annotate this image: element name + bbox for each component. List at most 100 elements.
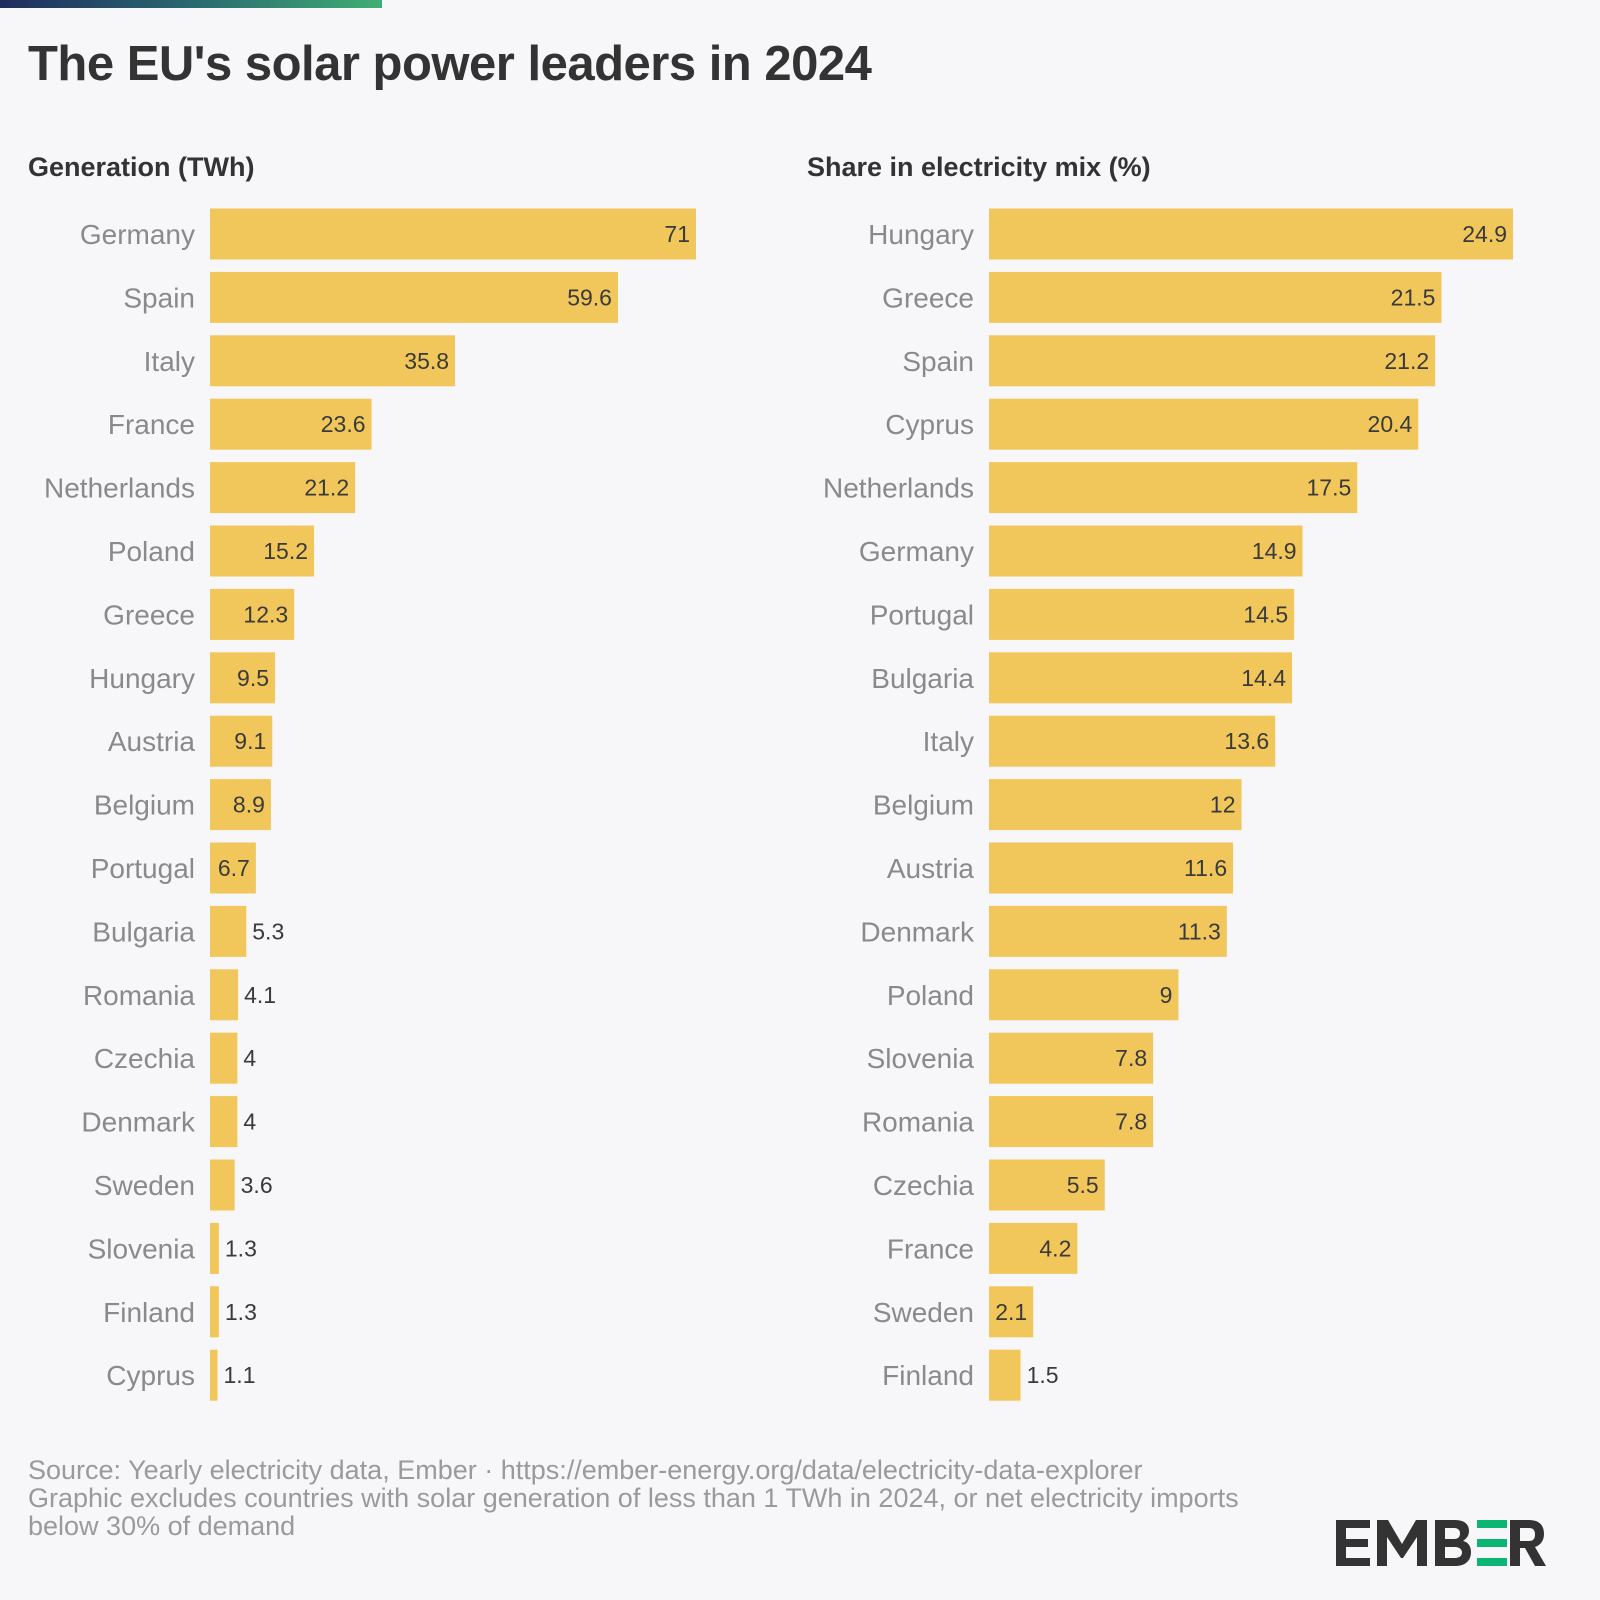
- value-label: 1.5: [1027, 1362, 1059, 1388]
- category-label: Hungary: [89, 663, 195, 694]
- category-label: Belgium: [873, 790, 974, 821]
- bar: [210, 208, 696, 260]
- category-label: Austria: [887, 853, 975, 884]
- bar: [989, 335, 1436, 387]
- category-label: Cyprus: [885, 409, 974, 440]
- bar: [989, 588, 1295, 640]
- category-label: Denmark: [860, 916, 975, 947]
- bar: [210, 779, 271, 831]
- bar: [210, 271, 618, 323]
- value-label: 9.1: [234, 728, 266, 754]
- category-label: Denmark: [81, 1107, 196, 1138]
- value-label: 7.8: [1115, 1045, 1147, 1071]
- value-label: 15.2: [263, 538, 308, 564]
- bar: [210, 1096, 238, 1148]
- category-label: Sweden: [94, 1170, 195, 1201]
- bar-charts: Germany 71 Spain 59.6 Italy 35.8 France 23.6 Net…: [44, 208, 1513, 1401]
- category-label: Belgium: [94, 790, 195, 821]
- category-label: Austria: [108, 726, 196, 757]
- value-label: 4.1: [244, 982, 276, 1008]
- value-label: 1.1: [224, 1362, 256, 1388]
- bar: [989, 1222, 1078, 1274]
- value-label: 14.9: [1252, 538, 1297, 564]
- category-label: Slovenia: [867, 1043, 975, 1074]
- category-label: Germany: [80, 219, 195, 250]
- value-label: 21.2: [1384, 348, 1429, 374]
- footer: Source: Yearly electricity data, Ember ·…: [28, 1456, 1248, 1540]
- category-label: Finland: [103, 1297, 195, 1328]
- bar: [210, 1032, 238, 1084]
- bar: [210, 335, 456, 387]
- value-label: 8.9: [233, 792, 265, 818]
- bar: [210, 462, 356, 514]
- category-label: France: [887, 1233, 974, 1264]
- category-label: Czechia: [873, 1170, 975, 1201]
- category-label: Spain: [902, 346, 974, 377]
- value-label: 11.6: [1184, 855, 1227, 881]
- category-label: Portugal: [91, 853, 195, 884]
- value-label: 4: [243, 1045, 256, 1071]
- category-label: Germany: [859, 536, 974, 567]
- bar: [210, 588, 295, 640]
- value-label: 4: [243, 1109, 256, 1135]
- bar: [989, 462, 1358, 514]
- category-label: Netherlands: [823, 473, 974, 504]
- bar: [989, 398, 1419, 450]
- category-label: Finland: [882, 1360, 974, 1391]
- category-label: Netherlands: [44, 473, 195, 504]
- note-text: Graphic excludes countries with solar ge…: [28, 1483, 1239, 1541]
- category-label: Czechia: [94, 1043, 196, 1074]
- category-label: Italy: [923, 726, 974, 757]
- category-label: Slovenia: [88, 1233, 196, 1264]
- value-label: 12: [1210, 792, 1236, 818]
- bar: [210, 1349, 218, 1401]
- bar: [989, 271, 1442, 323]
- value-label: 5.3: [252, 918, 284, 944]
- bar: [210, 905, 247, 957]
- bar: [210, 1159, 235, 1211]
- value-label: 13.6: [1224, 728, 1269, 754]
- source-text: Source: Yearly electricity data, Ember ·…: [28, 1455, 1143, 1485]
- bar: [989, 715, 1276, 767]
- value-label: 20.4: [1368, 411, 1413, 437]
- chart-title: The EU's solar power leaders in 2024: [28, 37, 872, 91]
- bar: [989, 842, 1234, 894]
- value-label: 12.3: [243, 601, 288, 627]
- value-label: 9: [1160, 982, 1173, 1008]
- bar: [210, 398, 372, 450]
- category-label: Hungary: [868, 219, 974, 250]
- category-label: Romania: [862, 1107, 974, 1138]
- bar: [989, 905, 1227, 957]
- bar: [210, 969, 239, 1021]
- value-label: 7.8: [1115, 1109, 1147, 1135]
- category-label: Portugal: [870, 599, 974, 630]
- value-label: 14.4: [1241, 665, 1286, 691]
- category-label: Bulgaria: [871, 663, 974, 694]
- bar: [989, 779, 1242, 831]
- bar: [989, 1159, 1105, 1211]
- category-label: Italy: [144, 346, 195, 377]
- bar: [989, 1032, 1154, 1084]
- bar: [210, 652, 276, 704]
- category-label: Cyprus: [106, 1360, 195, 1391]
- accent-bar: [0, 0, 382, 8]
- value-label: 11.3: [1178, 918, 1221, 944]
- category-label: Poland: [108, 536, 195, 567]
- category-label: Greece: [882, 282, 974, 313]
- bar: [210, 715, 273, 767]
- share-panel-title: Share in electricity mix (%): [807, 152, 1151, 182]
- bar: [989, 1286, 1034, 1338]
- value-label: 23.6: [321, 411, 366, 437]
- bar: [989, 525, 1303, 577]
- generation-panel-title: Generation (TWh): [28, 152, 255, 182]
- bar: [989, 208, 1513, 260]
- bar: [210, 525, 315, 577]
- bar: [989, 1096, 1154, 1148]
- value-label: 59.6: [567, 284, 612, 310]
- bar: [210, 842, 256, 894]
- category-label: Spain: [123, 282, 195, 313]
- value-label: 71: [664, 221, 690, 247]
- bar: [989, 652, 1293, 704]
- value-label: 35.8: [404, 348, 449, 374]
- category-label: Poland: [887, 980, 974, 1011]
